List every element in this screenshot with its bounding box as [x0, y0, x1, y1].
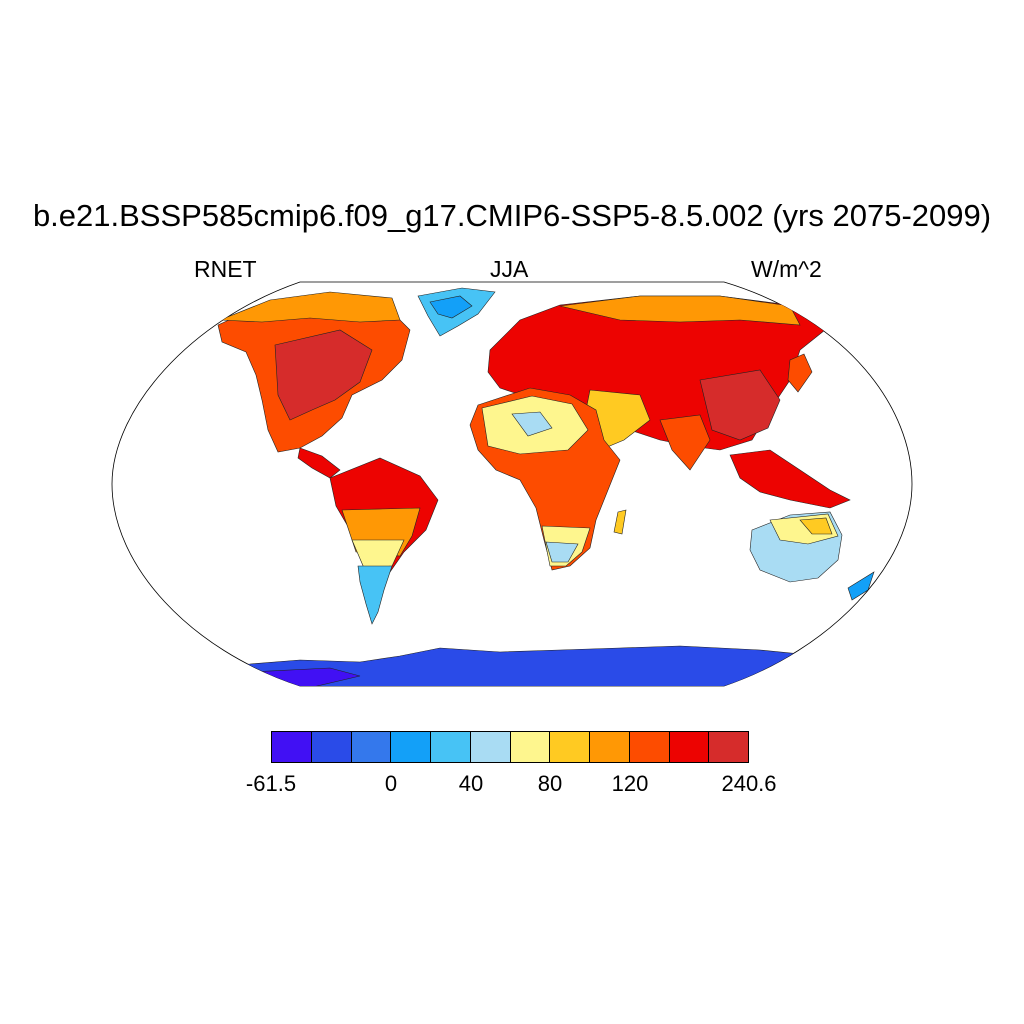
- colorbar-box-8: [590, 732, 630, 762]
- east-asia: [699, 369, 781, 441]
- units-label: W/m^2: [751, 256, 822, 282]
- colorbar-box-9: [629, 732, 670, 762]
- map-title: b.e21.BSSP585cmip6.f09_g17.CMIP6-SSP5-8.…: [32, 198, 992, 233]
- colorbar-box-10: [669, 732, 710, 762]
- colorbar-label-min: -61.5: [245, 771, 297, 796]
- colorbar-box-11: [709, 732, 748, 762]
- colorbar-box-3: [391, 732, 431, 762]
- variable-label: RNET: [194, 256, 257, 282]
- season-label: JJA: [490, 256, 529, 282]
- colorbar-box-7: [550, 732, 590, 762]
- colorbar-box-5: [470, 732, 511, 762]
- southeast-asia: [729, 449, 851, 509]
- colorbar-label-120: 120: [611, 771, 649, 796]
- colorbar-box-4: [431, 732, 471, 762]
- colorbar-box-1: [311, 732, 352, 762]
- antarctica: [112, 645, 912, 686]
- colorbar-label-max: 240.6: [721, 771, 777, 796]
- colorbar-label-80: 80: [537, 771, 563, 796]
- colorbar-label-0: 0: [384, 771, 398, 796]
- colorbar-box-2: [351, 732, 392, 762]
- japan: [787, 353, 813, 393]
- north-america-east: [274, 329, 373, 421]
- south-america-tip: [357, 565, 393, 625]
- india: [659, 414, 711, 471]
- colorbar-label-40: 40: [458, 771, 484, 796]
- colorbar-box-0: [272, 732, 312, 762]
- new-zealand: [847, 571, 875, 601]
- colorbar: [271, 731, 749, 763]
- madagascar: [613, 509, 627, 535]
- north-america-arctic: [219, 291, 401, 323]
- colorbar-box-6: [510, 732, 551, 762]
- siberia: [559, 295, 801, 326]
